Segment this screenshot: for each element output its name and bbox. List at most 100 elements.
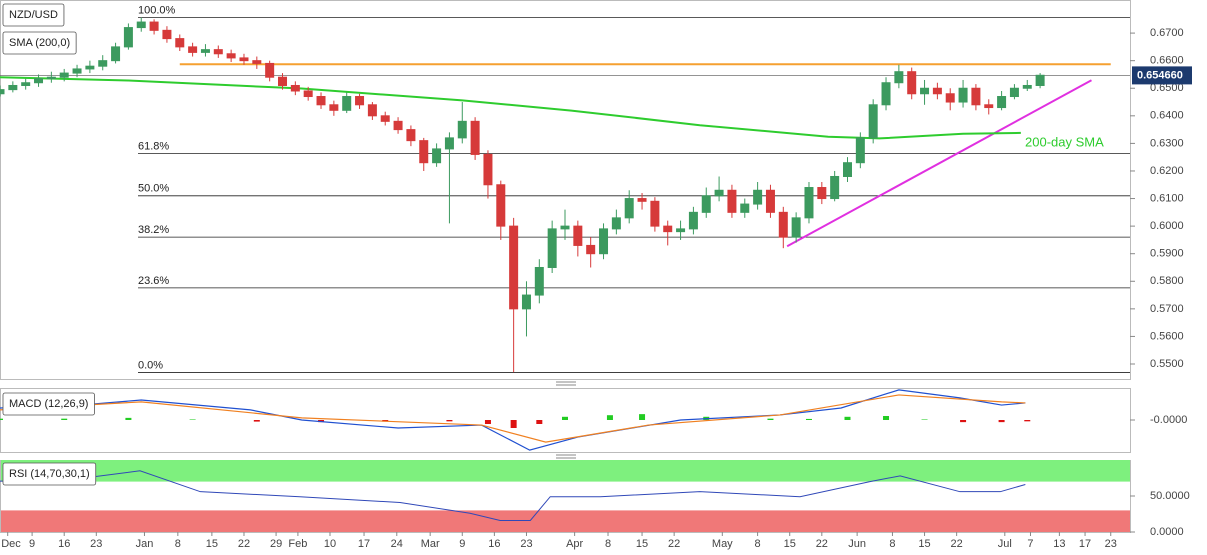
x-tick-label: 23	[1105, 538, 1117, 550]
candle-body	[920, 87, 930, 95]
macd-histogram-bar	[1024, 420, 1031, 422]
macd-histogram-bar	[921, 419, 928, 420]
candle-body	[265, 62, 275, 78]
x-tick-label: 16	[488, 538, 500, 550]
candle-body	[393, 120, 403, 131]
y-tick-label: 0.5800	[1150, 275, 1184, 287]
x-tick-label: Apr	[566, 538, 583, 550]
candle-body	[688, 211, 698, 230]
candle-body	[470, 120, 480, 155]
y-tick-label: 0.0000	[1150, 526, 1184, 538]
macd-histogram-bar	[61, 418, 68, 420]
y-tick-label: 0.5900	[1150, 248, 1184, 260]
panel-label: RSI (14,70,30,1)	[9, 468, 90, 480]
x-tick-label: 16	[58, 538, 70, 550]
candle-body	[714, 189, 724, 197]
candle-body	[868, 104, 878, 139]
x-tick-label: 8	[889, 538, 895, 550]
candle-body	[534, 266, 544, 296]
x-tick-label: 22	[816, 538, 828, 550]
candle-body	[226, 53, 236, 59]
x-tick-label: 13	[1053, 538, 1065, 550]
macd-histogram-bar	[606, 415, 613, 420]
macd-line	[0, 389, 1026, 451]
candle-body	[830, 175, 840, 200]
trend-line	[786, 79, 1092, 248]
macd-histogram-bar	[0, 418, 3, 420]
x-tick-label: Mar	[421, 538, 440, 550]
x-tick-label: 15	[784, 538, 796, 550]
candle-body	[200, 49, 210, 53]
y-tick-label: 0.6700	[1150, 27, 1184, 39]
x-tick-label: 17	[358, 538, 370, 550]
fib-label: 23.6%	[138, 275, 169, 287]
x-tick-label: 22	[668, 538, 680, 550]
price-panel	[0, 0, 1131, 380]
panel-label: SMA (200,0)	[9, 37, 70, 49]
candle-body	[188, 46, 198, 53]
fib-label: 0.0%	[138, 359, 163, 371]
panel-label-box	[2, 31, 77, 55]
x-tick-label: Jan	[136, 538, 154, 550]
y-tick-label: 0.6200	[1150, 165, 1184, 177]
macd-histogram-bar	[484, 420, 491, 424]
candle-body	[753, 189, 763, 205]
candle-body	[380, 115, 390, 122]
candle-body	[46, 76, 56, 80]
candle-body	[881, 82, 891, 106]
candle-body	[1009, 87, 1019, 98]
x-tick-label: 7	[1027, 538, 1033, 550]
y-tick-label: 0.6100	[1150, 192, 1184, 204]
candle-body	[650, 200, 660, 227]
candle-body	[252, 60, 262, 64]
candle-body	[406, 129, 416, 142]
candle-body	[111, 46, 121, 62]
x-tick-label: 29	[270, 538, 282, 550]
x-tick-label: 9	[29, 538, 35, 550]
candle-body	[547, 228, 557, 268]
candle-body	[804, 187, 814, 219]
macd-histogram-bar	[805, 418, 812, 420]
candle-body	[599, 228, 609, 255]
candle-body	[1035, 74, 1045, 86]
candle-body	[85, 65, 95, 70]
candle-body	[791, 217, 801, 238]
macd-histogram-bar	[446, 420, 453, 422]
x-tick-label: Feb	[288, 538, 307, 550]
x-tick-label: 9	[459, 538, 465, 550]
x-tick-label: 8	[755, 538, 761, 550]
candle-body	[971, 87, 981, 106]
candle-body	[162, 29, 172, 40]
candle-body	[367, 104, 377, 117]
macd-histogram-bar	[125, 417, 132, 420]
panel-label-box	[2, 3, 65, 27]
candle-body	[945, 93, 955, 103]
candle-body	[624, 198, 634, 219]
candle-body	[432, 148, 442, 164]
x-tick-label: Dec	[1, 538, 21, 550]
oversold-band	[1, 510, 1130, 532]
x-tick-label: 8	[175, 538, 181, 550]
y-tick-label: 0.5600	[1150, 330, 1184, 342]
panel-label-box	[2, 462, 97, 486]
candle-body	[932, 87, 942, 95]
panel-label: NZD/USD	[9, 9, 58, 21]
candle-body	[521, 294, 531, 310]
sma-line	[0, 76, 1021, 140]
candle-body	[0, 89, 5, 95]
candle-body	[419, 140, 429, 164]
x-tick-label: 22	[951, 538, 963, 550]
y-tick-label: 0.6600	[1150, 55, 1184, 67]
macd-histogram-bar	[960, 420, 967, 423]
x-tick-label: Jul	[998, 538, 1012, 550]
rsi-line	[0, 470, 1026, 521]
candle-body	[72, 68, 82, 74]
x-tick-label: 15	[206, 538, 218, 550]
candle-body	[175, 38, 185, 48]
macd-histogram-bar	[844, 416, 851, 420]
macd-histogram-bar	[883, 416, 890, 420]
candle-body	[907, 71, 917, 95]
candle-body	[701, 195, 711, 213]
candle-body	[278, 76, 287, 86]
